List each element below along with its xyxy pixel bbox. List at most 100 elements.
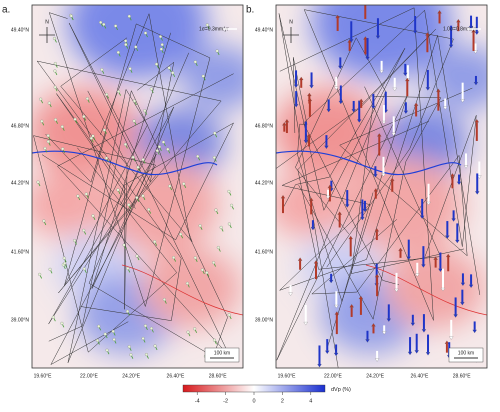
vector-head <box>414 350 419 354</box>
gps-site <box>76 194 80 198</box>
vector-head <box>309 85 314 89</box>
gps-site <box>36 180 40 184</box>
anomaly-blob <box>140 248 241 329</box>
gps-site <box>84 192 88 196</box>
gps-site <box>95 338 100 343</box>
gps-site <box>201 74 205 78</box>
vector-head <box>293 104 299 108</box>
gps-site <box>126 266 130 270</box>
gps-site <box>143 31 148 35</box>
anomaly-blob <box>384 248 485 329</box>
vector-head <box>437 10 442 14</box>
gps-site <box>161 140 166 144</box>
gps-site <box>168 184 172 188</box>
gps-site <box>105 92 109 97</box>
gps-site <box>127 203 131 207</box>
colorbar-tick-label: 4 <box>309 398 312 404</box>
panel-label: b. <box>246 5 254 16</box>
vector-head <box>349 304 354 308</box>
border <box>48 32 171 325</box>
vector-head <box>338 100 344 105</box>
gps-site <box>82 228 86 232</box>
vector-head <box>426 201 431 206</box>
gps-site <box>116 188 120 192</box>
gps-site <box>182 182 186 186</box>
gps-site <box>124 39 128 43</box>
gps-site <box>213 131 217 135</box>
vector-head <box>303 140 309 144</box>
vector-head <box>299 76 304 81</box>
colorbar-tick-label: 0 <box>252 398 255 404</box>
vector-head <box>327 184 333 188</box>
gps-site <box>99 20 103 24</box>
vector-head <box>325 350 330 354</box>
border <box>48 37 193 342</box>
anomaly-blob <box>276 172 348 237</box>
gps-site <box>155 149 159 153</box>
vector-head <box>328 279 334 284</box>
vector-head <box>403 110 409 114</box>
gps-site <box>89 136 93 140</box>
gps-site <box>153 240 157 244</box>
vector-head <box>421 329 427 333</box>
vector-head <box>446 253 451 258</box>
gps-site <box>46 134 50 138</box>
gps-site <box>143 109 147 113</box>
vector-head <box>472 329 477 334</box>
gps-site <box>117 90 121 94</box>
vector-head <box>398 247 403 251</box>
vector-head <box>445 235 450 239</box>
gps-site <box>53 85 57 89</box>
gps-site <box>122 243 126 247</box>
vector-head <box>363 36 368 40</box>
gps-site <box>143 324 147 328</box>
vector-head <box>324 145 329 149</box>
vector-head <box>337 211 342 215</box>
river <box>32 150 218 176</box>
gps-site <box>193 256 197 260</box>
vector-head <box>449 336 454 340</box>
vector-head <box>436 88 441 92</box>
vector-head <box>309 197 314 201</box>
gps-site <box>46 140 50 144</box>
vector-head <box>288 292 293 296</box>
vector-head <box>282 122 287 126</box>
gps-site <box>132 119 136 123</box>
vector-head <box>468 25 474 30</box>
gps-site <box>91 214 95 218</box>
vector-head <box>374 358 380 362</box>
vector-head <box>460 302 465 306</box>
gps-site <box>53 69 57 73</box>
latitude-label: 46.80°N <box>255 123 274 129</box>
anomaly-blob <box>181 45 243 110</box>
gps-site <box>85 97 89 101</box>
vector-head <box>391 132 396 137</box>
gps-site <box>227 222 231 226</box>
vector-head <box>325 195 331 200</box>
vector-head <box>375 35 381 39</box>
gps-site <box>38 272 42 276</box>
vector-head <box>433 256 438 260</box>
gps-site <box>62 256 66 260</box>
latitude-label: 49.40°N <box>255 27 274 33</box>
vector-head <box>377 133 382 137</box>
longitude-label: 26.40°E <box>167 373 186 379</box>
gps-site <box>125 309 130 313</box>
gps-site <box>149 87 153 91</box>
gps-site <box>132 99 137 103</box>
gps-site <box>171 71 175 75</box>
vector-head <box>348 235 353 240</box>
gps-site <box>135 196 139 200</box>
vector-head <box>450 173 455 177</box>
gps-site <box>166 147 170 151</box>
gps-site <box>212 156 216 160</box>
gps-site <box>196 154 200 158</box>
vector-head <box>403 72 408 77</box>
vector-head <box>415 273 420 277</box>
gps-site <box>158 35 163 39</box>
border <box>279 35 481 295</box>
vector-head <box>317 364 322 368</box>
gps-site <box>128 67 132 71</box>
vector-head <box>359 98 364 102</box>
gps-site <box>129 353 133 357</box>
